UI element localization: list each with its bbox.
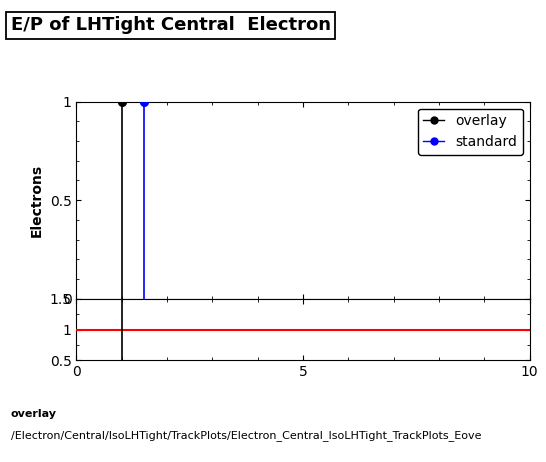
Text: E/P of LHTight Central  Electron: E/P of LHTight Central Electron [11,16,331,34]
Text: /Electron/Central/IsoLHTight/TrackPlots/Electron_Central_IsoLHTight_TrackPlots_E: /Electron/Central/IsoLHTight/TrackPlots/… [11,431,482,442]
Text: overlay: overlay [11,409,57,419]
Y-axis label: Electrons: Electrons [30,164,44,237]
Legend: overlay, standard: overlay, standard [418,109,523,155]
